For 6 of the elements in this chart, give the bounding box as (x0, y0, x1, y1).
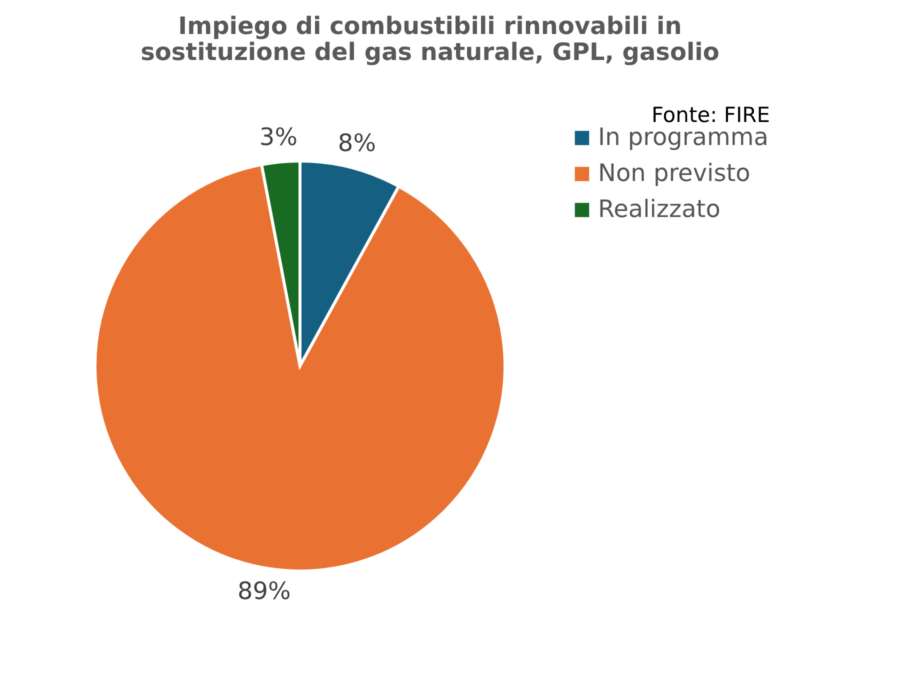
chart-title: Impiego di combustibili rinnovabili in sostituzione del gas naturale, GPL, gasolio (140, 12, 720, 66)
legend-label: Non previsto (598, 159, 750, 187)
data-label: 3% (259, 123, 298, 152)
data-label: 8% (338, 129, 376, 158)
data-label: 89% (238, 577, 291, 606)
legend-label: Realizzato (598, 195, 720, 223)
